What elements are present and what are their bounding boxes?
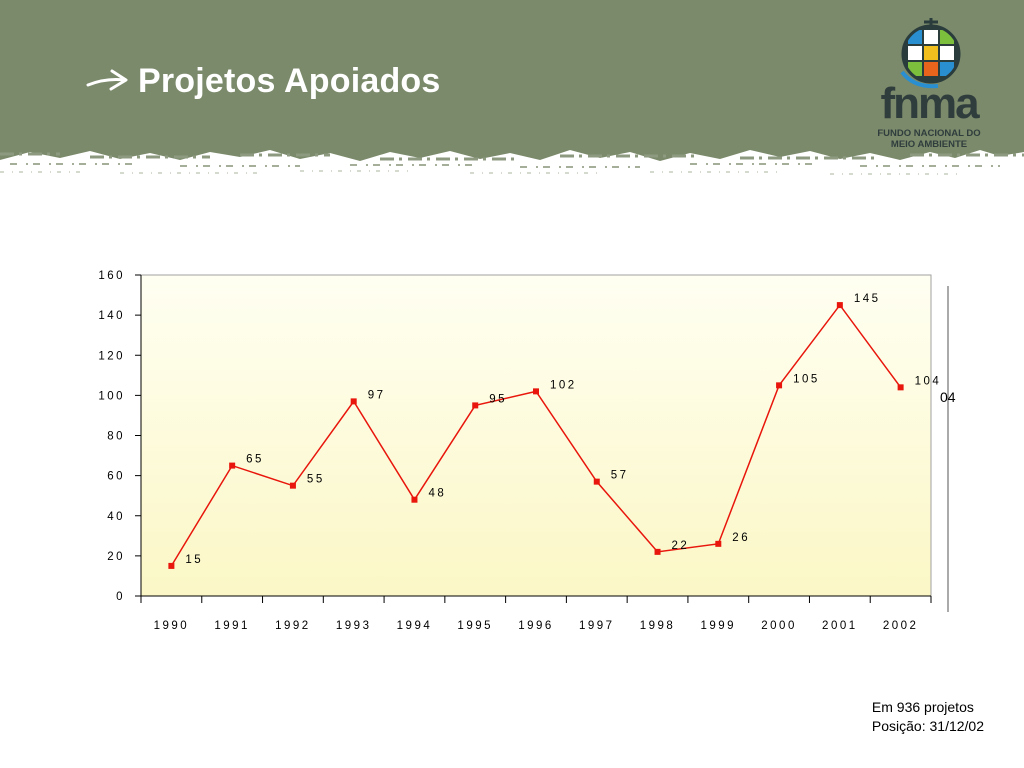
globe-logo-icon xyxy=(900,18,961,89)
data-label: 55 xyxy=(307,474,325,486)
data-label: 15 xyxy=(185,554,203,566)
torn-edge-decoration xyxy=(0,138,1024,175)
x-tick-label: 1990 xyxy=(154,620,190,632)
data-label: 97 xyxy=(368,389,386,401)
x-tick-label: 2000 xyxy=(761,620,797,632)
x-tick-label: 1993 xyxy=(336,620,372,632)
data-point xyxy=(715,540,722,547)
data-label: 145 xyxy=(854,293,881,305)
x-tick-label: 1995 xyxy=(457,620,493,632)
plot-area xyxy=(140,274,932,597)
data-point xyxy=(472,402,479,409)
logo-subtitle-line1: FUNDO NACIONAL DO xyxy=(877,128,981,139)
data-point xyxy=(776,382,783,389)
data-point xyxy=(350,398,357,405)
y-tick-label: 40 xyxy=(107,511,125,523)
y-tick-label: 0 xyxy=(116,591,125,603)
data-point xyxy=(289,482,296,489)
data-point xyxy=(654,548,661,555)
data-point xyxy=(533,388,539,395)
data-label: 26 xyxy=(732,532,750,544)
data-label: 22 xyxy=(672,540,690,552)
data-label: 57 xyxy=(611,470,629,482)
footnote-date: Posição: 31/12/02 xyxy=(871,718,984,734)
data-point xyxy=(411,496,418,503)
data-label: 95 xyxy=(489,393,507,405)
fnma-logo: fnma FUNDO NACIONAL DO MEIO AMBIENTE xyxy=(868,10,990,150)
x-tick-label: 1999 xyxy=(701,620,737,632)
logo-wordmark: fnma xyxy=(880,79,979,128)
data-point xyxy=(836,302,843,309)
data-label: 105 xyxy=(793,373,820,385)
y-tick-label: 60 xyxy=(107,471,125,483)
data-point xyxy=(168,562,175,569)
y-tick-label: 140 xyxy=(98,310,125,322)
data-point xyxy=(897,384,904,391)
stray-text: 04 xyxy=(940,389,956,405)
x-tick-label: 1998 xyxy=(640,620,676,632)
x-tick-label: 1994 xyxy=(397,620,433,632)
y-tick-label: 80 xyxy=(107,431,125,443)
data-label: 104 xyxy=(915,375,942,387)
x-tick-label: 1992 xyxy=(275,620,311,632)
x-tick-label: 1991 xyxy=(214,620,250,632)
logo-subtitle-line2: MEIO AMBIENTE xyxy=(890,139,968,150)
header-band xyxy=(0,0,1024,148)
data-label: 65 xyxy=(246,454,264,466)
y-tick-label: 100 xyxy=(98,390,125,402)
x-tick-label: 1997 xyxy=(579,620,615,632)
x-tick-label: 2002 xyxy=(883,620,919,632)
y-tick-label: 20 xyxy=(107,551,125,563)
data-label: 48 xyxy=(428,488,446,500)
data-point xyxy=(229,462,236,469)
logo-subtitle: FUNDO NACIONAL DO MEIO AMBIENTE xyxy=(868,128,990,150)
arrow-right-icon xyxy=(86,69,128,91)
page-title: Projetos Apoiados xyxy=(138,62,441,100)
data-point xyxy=(593,478,600,485)
x-tick-label: 1996 xyxy=(518,620,554,632)
y-tick-label: 120 xyxy=(98,350,125,362)
data-label: 102 xyxy=(550,379,577,391)
y-tick-label: 160 xyxy=(98,270,125,282)
footnote: Em 936 projetos Posição: 31/12/02 xyxy=(872,698,984,736)
footnote-total: Em 936 projetos xyxy=(871,699,974,715)
x-tick-label: 2001 xyxy=(822,620,858,632)
